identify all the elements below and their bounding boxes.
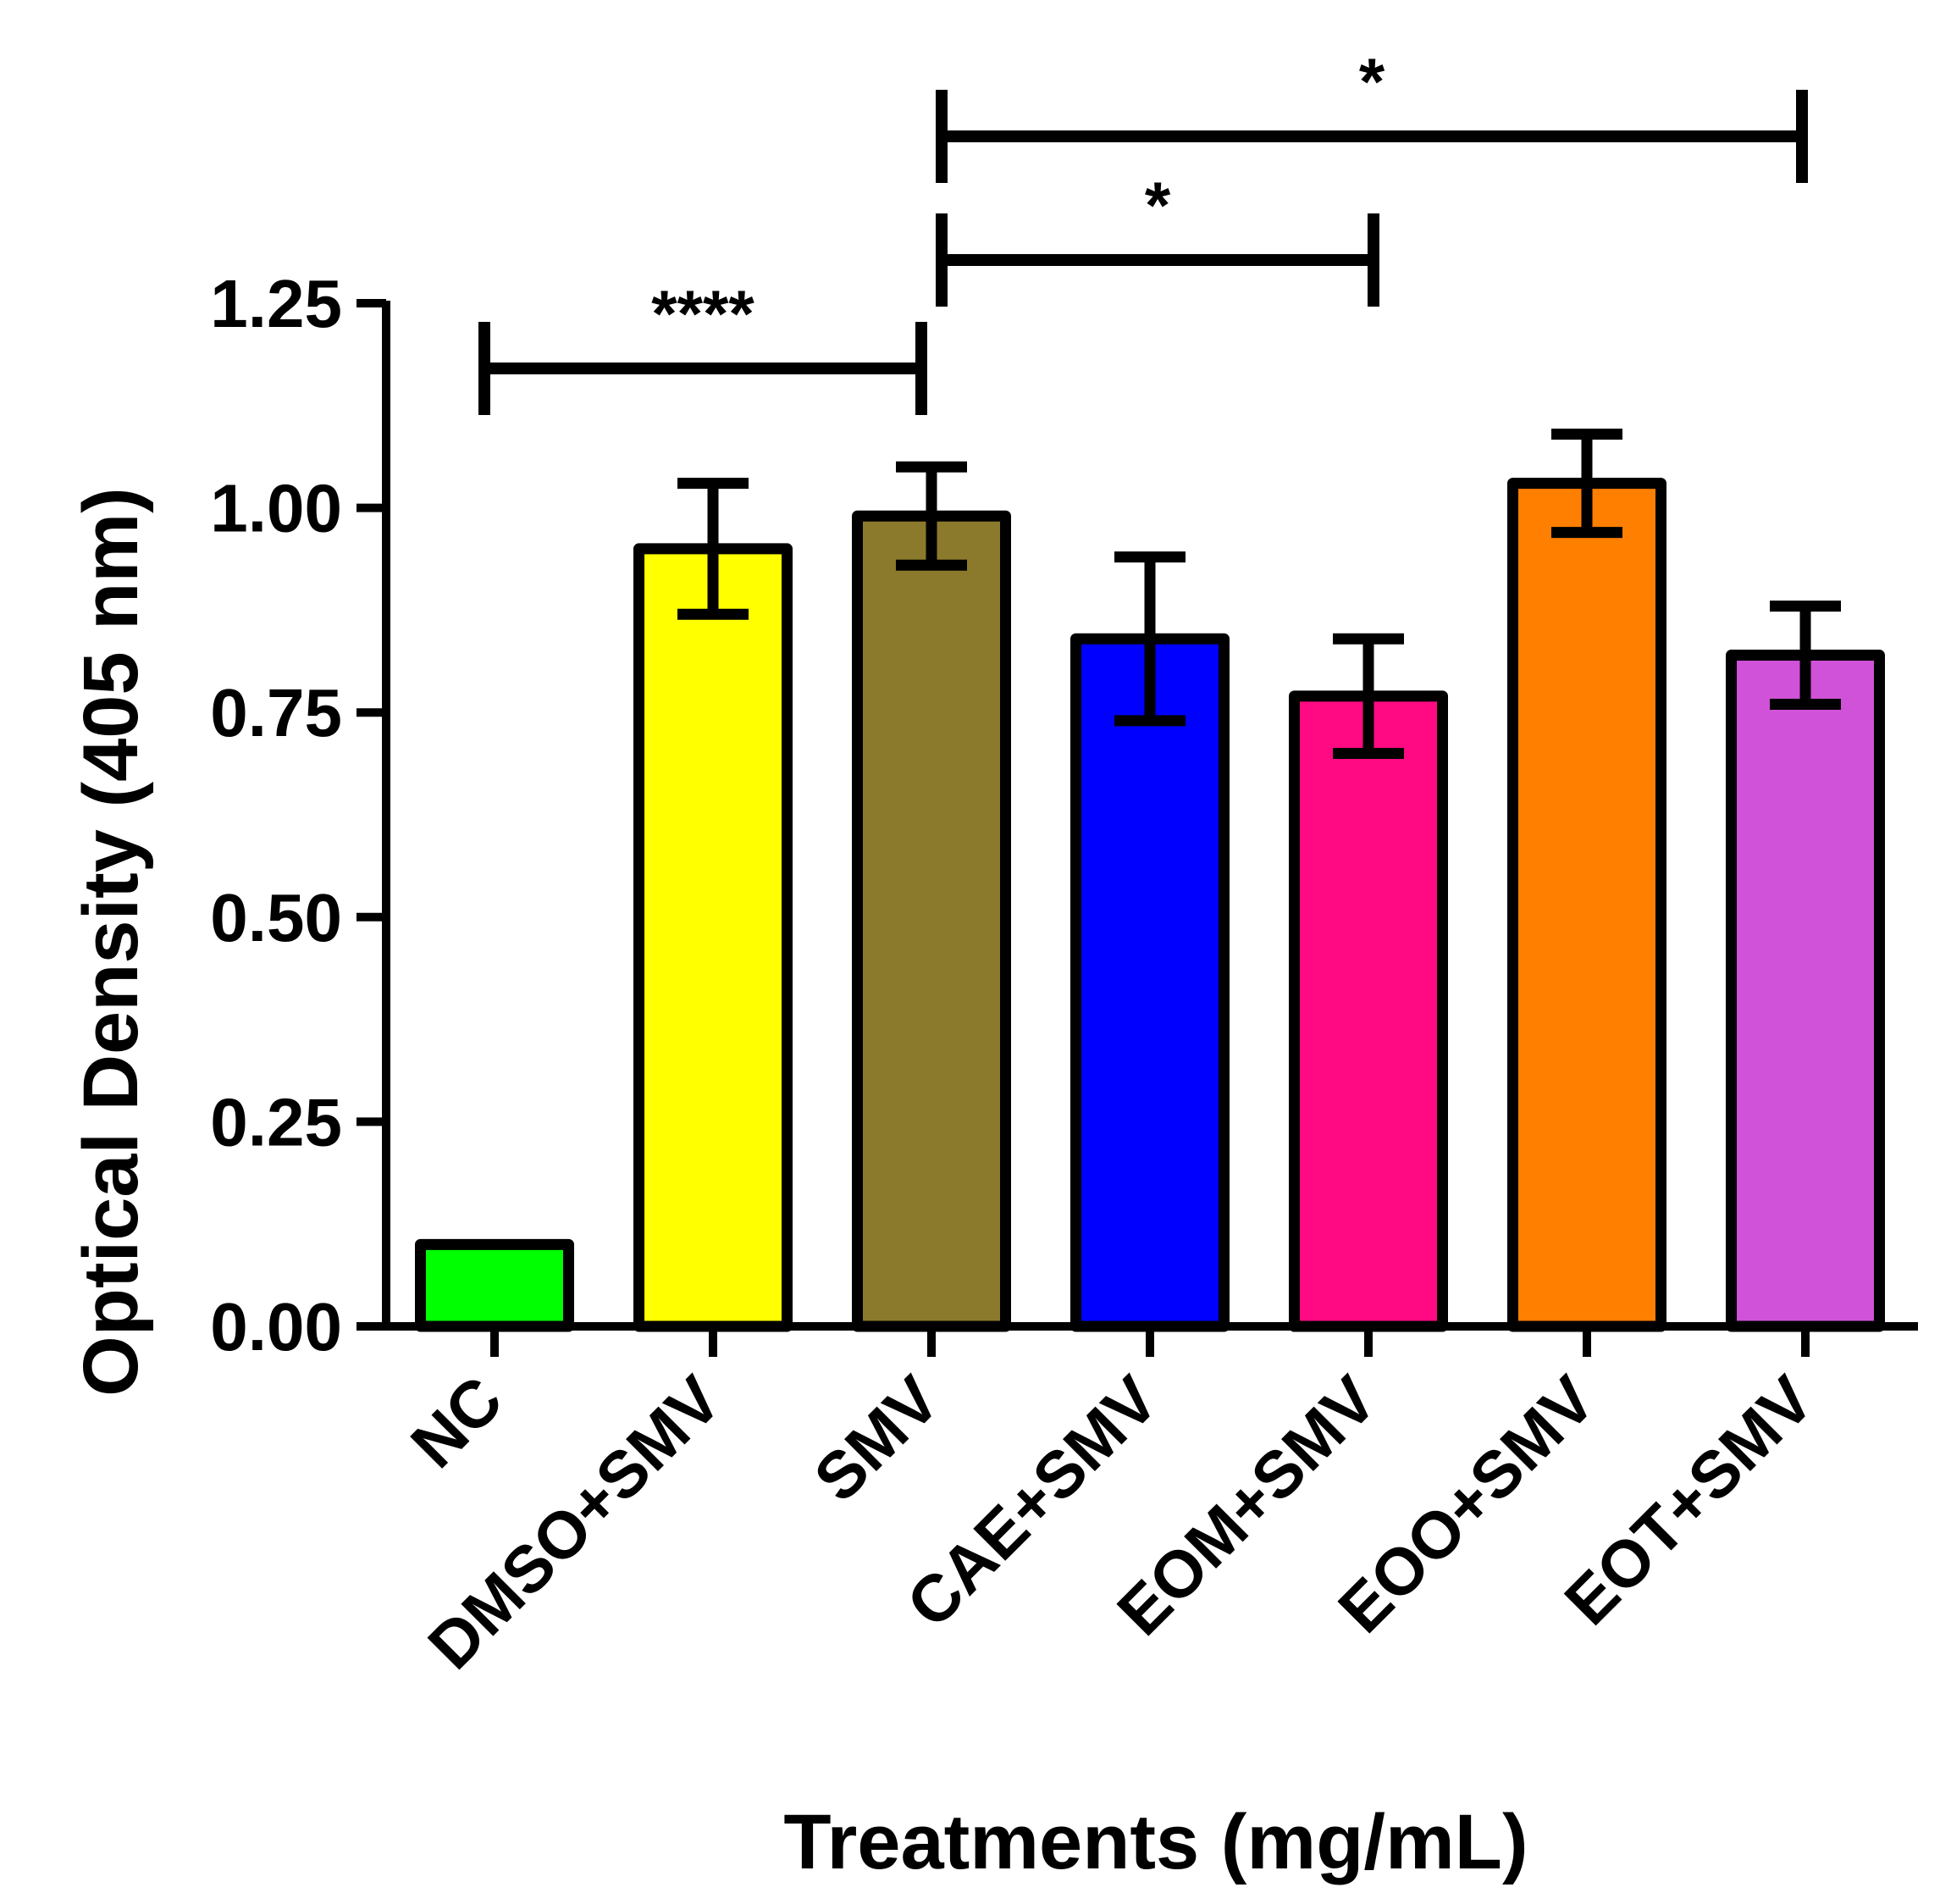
bar-cae-smv bbox=[1070, 633, 1230, 1332]
bar-nc bbox=[415, 1238, 574, 1332]
error-bar bbox=[1770, 601, 1841, 711]
bar-smv bbox=[852, 510, 1011, 1332]
significance-label: * bbox=[1359, 44, 1385, 119]
error-bar bbox=[1114, 551, 1186, 727]
y-tick-label: 1.25 bbox=[210, 266, 342, 341]
y-tick-label: 0.50 bbox=[210, 880, 342, 955]
y-tick-label: 0.25 bbox=[210, 1084, 342, 1160]
error-bar bbox=[1333, 633, 1404, 760]
x-tick-label: SMV bbox=[799, 1362, 953, 1516]
error-bars-layer bbox=[677, 429, 1841, 760]
significance-label: **** bbox=[651, 276, 754, 351]
significance-bracket: * bbox=[936, 44, 1808, 183]
x-tick-label: NC bbox=[396, 1362, 517, 1482]
y-tick-label: 1.00 bbox=[210, 471, 342, 546]
y-tick-label: 0.75 bbox=[210, 675, 342, 750]
error-bar bbox=[896, 461, 967, 571]
bar-eoo-smv bbox=[1507, 478, 1666, 1332]
y-tick-label: 0.00 bbox=[210, 1289, 342, 1364]
significance-bracket: **** bbox=[478, 276, 927, 415]
x-axis-title: Treatments (mg/mL) bbox=[783, 1799, 1528, 1885]
bar-eot-smv bbox=[1726, 650, 1885, 1332]
significance-label: * bbox=[1145, 168, 1171, 242]
significance-layer: ****** bbox=[478, 44, 1808, 415]
error-bar bbox=[1551, 429, 1622, 539]
y-axis-title: Optical Density (405 nm) bbox=[68, 487, 154, 1397]
bar-eom-smv bbox=[1289, 690, 1448, 1332]
error-bar bbox=[677, 478, 749, 620]
bar-dmso-smv bbox=[633, 543, 793, 1332]
significance-bracket: * bbox=[936, 168, 1379, 307]
